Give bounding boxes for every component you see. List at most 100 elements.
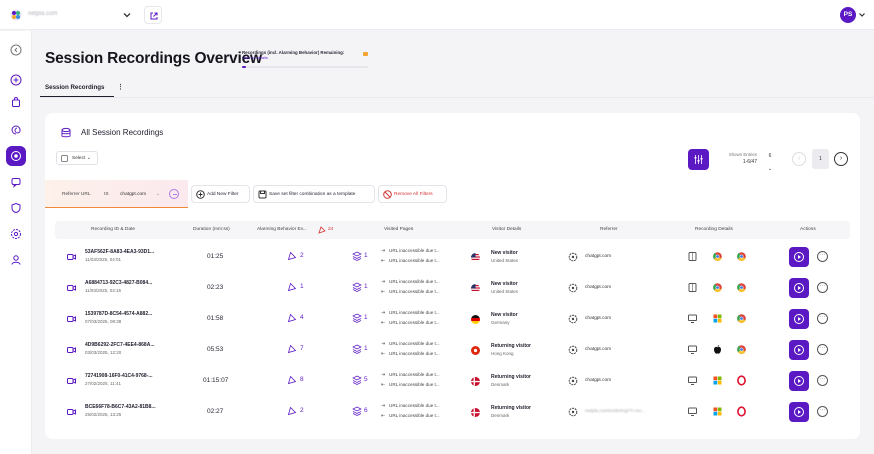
col-referrer[interactable]: Referrer <box>600 227 618 232</box>
alarm-count[interactable]: 8 <box>300 376 304 383</box>
open-site-button[interactable] <box>144 6 162 24</box>
visited-pages-count[interactable]: 5 <box>364 376 368 383</box>
table-row[interactable]: 4D9B6292-2FC7-4EE4-868A... 03/03/2025, 1… <box>55 335 850 366</box>
recording-id[interactable]: 1539787D-8C54-4574-A882... <box>85 311 153 317</box>
plus-circle-icon <box>10 74 22 86</box>
more-options-button[interactable]: ··· <box>817 406 828 417</box>
visited-page-exit: ⇤ URL inaccessible due t... <box>381 289 440 295</box>
table-row[interactable]: A6884713-92C3-4827-B084... 11/03/2025, 0… <box>55 273 850 304</box>
page-exit-icon: ⇤ <box>381 351 386 357</box>
alarm-count[interactable]: 1 <box>300 283 304 290</box>
recording-duration: 01:15:07 <box>203 377 229 384</box>
more-options-button[interactable]: ··· <box>817 375 828 386</box>
column-settings-button[interactable] <box>688 149 709 170</box>
add-filter-button[interactable]: Add New Filter <box>191 185 250 203</box>
nav-collapse-toggle[interactable] <box>6 40 26 60</box>
col-visited-pages[interactable]: Visited Pages <box>384 227 414 232</box>
chrome-icon <box>712 251 723 262</box>
remove-all-filters-button[interactable]: Remove All Filters <box>378 185 447 203</box>
save-filter-template-button[interactable]: Save set filter combination as a templat… <box>253 185 375 203</box>
alarm-count[interactable]: 7 <box>300 345 304 352</box>
table-row[interactable]: 72741908-16F0-41C4-9768-... 27/02/2025, … <box>55 366 850 397</box>
visited-pages-count[interactable]: 1 <box>364 314 368 321</box>
recording-id[interactable]: BCE66F78-B6C7-43A2-81B8... <box>85 404 156 410</box>
visited-pages-count[interactable]: 1 <box>364 345 368 352</box>
visited-pages-count[interactable]: 1 <box>364 283 368 290</box>
recording-id[interactable]: 4D9B6292-2FC7-4EE4-868A... <box>85 342 155 348</box>
nav-item-security[interactable] <box>6 198 26 218</box>
recording-id[interactable]: 53AF562F-8A83-4EA3-93D1... <box>85 249 155 255</box>
quota-details-link[interactable]: Click for details <box>242 56 268 60</box>
recording-date: 25/02/2025, 13:25 <box>85 412 122 417</box>
chrome-icon <box>736 313 747 324</box>
chevron-down-icon[interactable] <box>858 11 866 19</box>
nav-item-session-recordings[interactable] <box>6 146 26 166</box>
play-recording-button[interactable] <box>789 371 809 391</box>
more-options-button[interactable]: ··· <box>817 251 828 262</box>
quota-progress-fill <box>242 66 246 68</box>
visitor-country: United States <box>491 258 519 263</box>
filter-value[interactable]: chatgpt.com <box>120 192 147 197</box>
play-recording-button[interactable] <box>789 278 809 298</box>
current-page[interactable]: 1 <box>812 149 829 169</box>
remove-filter-icon[interactable] <box>169 189 179 199</box>
nav-item-funnel[interactable] <box>6 120 26 140</box>
recording-id[interactable]: A6884713-92C3-4827-B084... <box>85 280 153 286</box>
alarm-count[interactable]: 2 <box>300 407 304 414</box>
referrer-url[interactable]: chatgpt.com <box>585 347 612 352</box>
referrer-url[interactable]: chatgpt.com <box>585 285 612 290</box>
referrer-url[interactable]: netpla.com/ordering/?r=ou... <box>585 409 646 414</box>
table-row[interactable]: 53AF562F-8A83-4EA3-93D1... 11/03/2025, 0… <box>55 242 850 273</box>
site-selector-name[interactable]: netpla.com <box>28 11 58 17</box>
nav-item-users[interactable] <box>6 250 26 270</box>
col-recording-details[interactable]: Recording Details <box>695 227 733 232</box>
active-filter-chip[interactable] <box>45 180 188 208</box>
col-visitor-details[interactable]: Visitor Details <box>492 227 522 232</box>
nav-item-feedback[interactable] <box>6 172 26 192</box>
next-page-button[interactable]: › <box>834 152 848 166</box>
country-flag-icon <box>471 315 480 324</box>
recording-id[interactable]: 72741908-16F0-41C4-9768-... <box>85 373 153 379</box>
play-recording-button[interactable] <box>789 340 809 360</box>
referrer-url[interactable]: chatgpt.com <box>585 316 612 321</box>
nav-item-settings[interactable] <box>6 224 26 244</box>
select-all-checkbox[interactable] <box>61 155 68 162</box>
table-row[interactable]: 1539787D-8C54-4574-A882... 07/03/2025, 0… <box>55 304 850 335</box>
play-recording-button[interactable] <box>789 309 809 329</box>
chevron-down-icon[interactable]: ⌄ <box>156 191 161 197</box>
alarm-count[interactable]: 4 <box>300 314 304 321</box>
col-alarming[interactable]: Alarming Behavior Ev... <box>257 227 307 232</box>
tab-menu-button[interactable]: ⋮ <box>117 84 124 91</box>
play-recording-button[interactable] <box>789 402 809 422</box>
col-actions[interactable]: Actions <box>800 227 816 232</box>
previous-page-button[interactable]: ‹ <box>792 152 806 166</box>
recordings-card <box>45 113 860 439</box>
col-duration[interactable]: Duration (mm:ss) <box>193 227 230 232</box>
nav-item-add[interactable] <box>6 70 26 90</box>
table-row[interactable]: BCE66F78-B6C7-43A2-81B8... 25/02/2025, 1… <box>55 397 850 428</box>
tab-session-recordings[interactable]: Session Recordings <box>45 84 105 91</box>
layers-icon <box>352 251 362 261</box>
visitor-country: Denmark <box>491 413 510 418</box>
col-recording-id[interactable]: Recording ID & Date <box>91 227 135 232</box>
user-avatar[interactable]: PS <box>840 7 856 23</box>
nav-item-shop[interactable] <box>6 92 26 112</box>
visited-pages-count[interactable]: 1 <box>364 252 368 259</box>
more-options-button[interactable]: ··· <box>817 344 828 355</box>
per-page-select[interactable]: 6 ⌄ <box>763 150 777 172</box>
chevron-down-icon[interactable] <box>122 10 132 20</box>
tablet-icon <box>687 251 698 262</box>
more-options-button[interactable]: ··· <box>817 313 828 324</box>
chat-icon <box>11 178 21 188</box>
visited-pages-count[interactable]: 6 <box>364 407 368 414</box>
referrer-url[interactable]: chatgpt.com <box>585 378 612 383</box>
visited-page-entry: ⇥ URL inaccessible due t... <box>381 310 440 316</box>
desktop-icon <box>687 344 698 355</box>
referrer-url[interactable]: chatgpt.com <box>585 254 612 259</box>
play-recording-button[interactable] <box>789 247 809 267</box>
page-exit-icon: ⇤ <box>381 258 386 264</box>
more-options-button[interactable]: ··· <box>817 282 828 293</box>
save-filter-template-label: Save set filter combination as a templat… <box>269 192 356 197</box>
alarm-count[interactable]: 2 <box>300 252 304 259</box>
select-dropdown[interactable]: Select ⌄ <box>56 151 98 165</box>
